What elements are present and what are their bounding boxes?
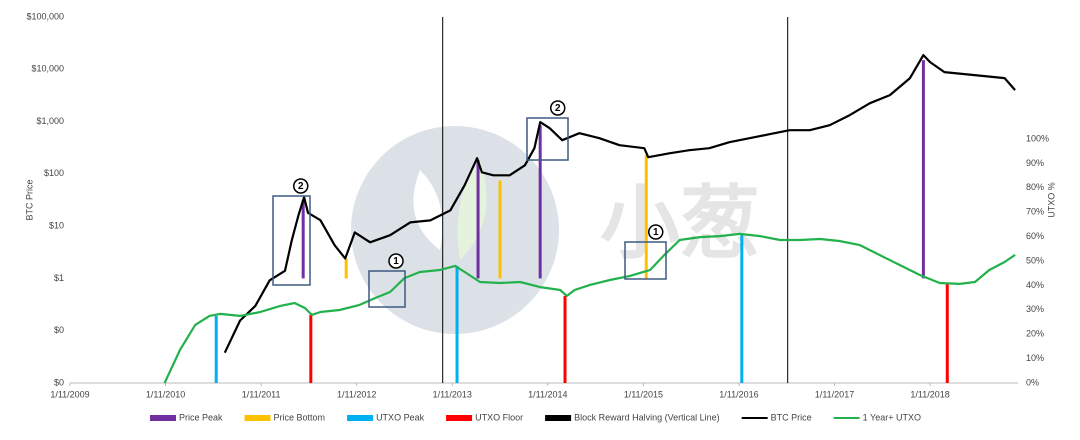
annotation-box xyxy=(624,241,667,280)
y2-tick-label: 70% xyxy=(1026,207,1044,217)
y-tick-label: $10 xyxy=(49,221,64,231)
annotation-label: 2 xyxy=(298,181,304,192)
y-tick-label: $1 xyxy=(54,273,64,283)
x-tick-label: 1/11/2012 xyxy=(337,389,376,399)
x-tick-label: 1/11/2015 xyxy=(624,389,663,399)
series-line xyxy=(163,232,1016,384)
legend-swatch xyxy=(347,415,374,421)
watermark-circle xyxy=(351,126,559,334)
x-tick-label: 1/11/2016 xyxy=(719,389,758,399)
annotation-box xyxy=(526,117,569,161)
legend-swatch xyxy=(446,415,473,421)
y2-tick-label: 50% xyxy=(1026,255,1044,265)
y2-tick-label: 80% xyxy=(1026,182,1044,192)
y2-tick-label: 30% xyxy=(1026,304,1044,314)
x-tick-label: 1/11/2011 xyxy=(242,389,281,399)
annotation-box xyxy=(272,195,311,286)
annotation-circle xyxy=(550,100,566,116)
y-tick-label: $100 xyxy=(44,168,64,178)
y-axis-title: BTC Price xyxy=(24,179,34,220)
x-tick-label: 1/11/2009 xyxy=(50,389,89,399)
series-line xyxy=(223,54,1016,354)
legend-label: BTC Price xyxy=(771,412,812,422)
watermark-leaf xyxy=(413,170,443,250)
y2-tick-label: 100% xyxy=(1026,133,1049,143)
y2-tick-label: 20% xyxy=(1026,329,1044,339)
legend-label: Price Bottom xyxy=(274,412,326,422)
annotation-circle xyxy=(648,224,664,240)
y-tick-label: $0 xyxy=(54,377,64,387)
annotation-circle xyxy=(293,178,309,194)
legend-label: Price Peak xyxy=(179,412,223,422)
y2-tick-label: 10% xyxy=(1026,353,1044,363)
x-tick-label: 1/11/2018 xyxy=(910,389,949,399)
y2-tick-label: 90% xyxy=(1026,158,1044,168)
y-tick-label: $1,000 xyxy=(36,116,64,126)
legend-label: 1 Year+ UTXO xyxy=(863,412,921,422)
annotation-label: 1 xyxy=(653,227,659,238)
y-tick-label: $0 xyxy=(54,325,64,335)
legend-swatch xyxy=(244,415,271,421)
watermark xyxy=(351,126,559,334)
legend-swatch xyxy=(545,415,572,421)
legend-label: UTXO Floor xyxy=(475,412,523,422)
y2-tick-label: 60% xyxy=(1026,231,1044,241)
x-tick-label: 1/11/2013 xyxy=(433,389,472,399)
annotation-box xyxy=(368,270,406,308)
y-tick-label: $10,000 xyxy=(31,64,64,74)
legend-label: Block Reward Halving (Vertical Line) xyxy=(574,412,720,422)
watermark-text: 小葱 xyxy=(600,179,760,268)
x-tick-label: 1/11/2014 xyxy=(528,389,567,399)
x-tick-label: 1/11/2017 xyxy=(815,389,854,399)
x-tick-label: 1/11/2010 xyxy=(146,389,185,399)
y2-tick-label: 40% xyxy=(1026,280,1044,290)
y-tick-label: $100,000 xyxy=(26,11,64,21)
legend-label: UTXO Peak xyxy=(376,412,425,422)
legend-swatch xyxy=(150,415,176,421)
annotation-circle xyxy=(388,253,404,269)
y2-axis-title: UTXO % xyxy=(1046,182,1056,218)
annotation-label: 2 xyxy=(555,103,561,114)
annotation-label: 1 xyxy=(393,256,399,267)
y2-tick-label: 0% xyxy=(1026,377,1039,387)
